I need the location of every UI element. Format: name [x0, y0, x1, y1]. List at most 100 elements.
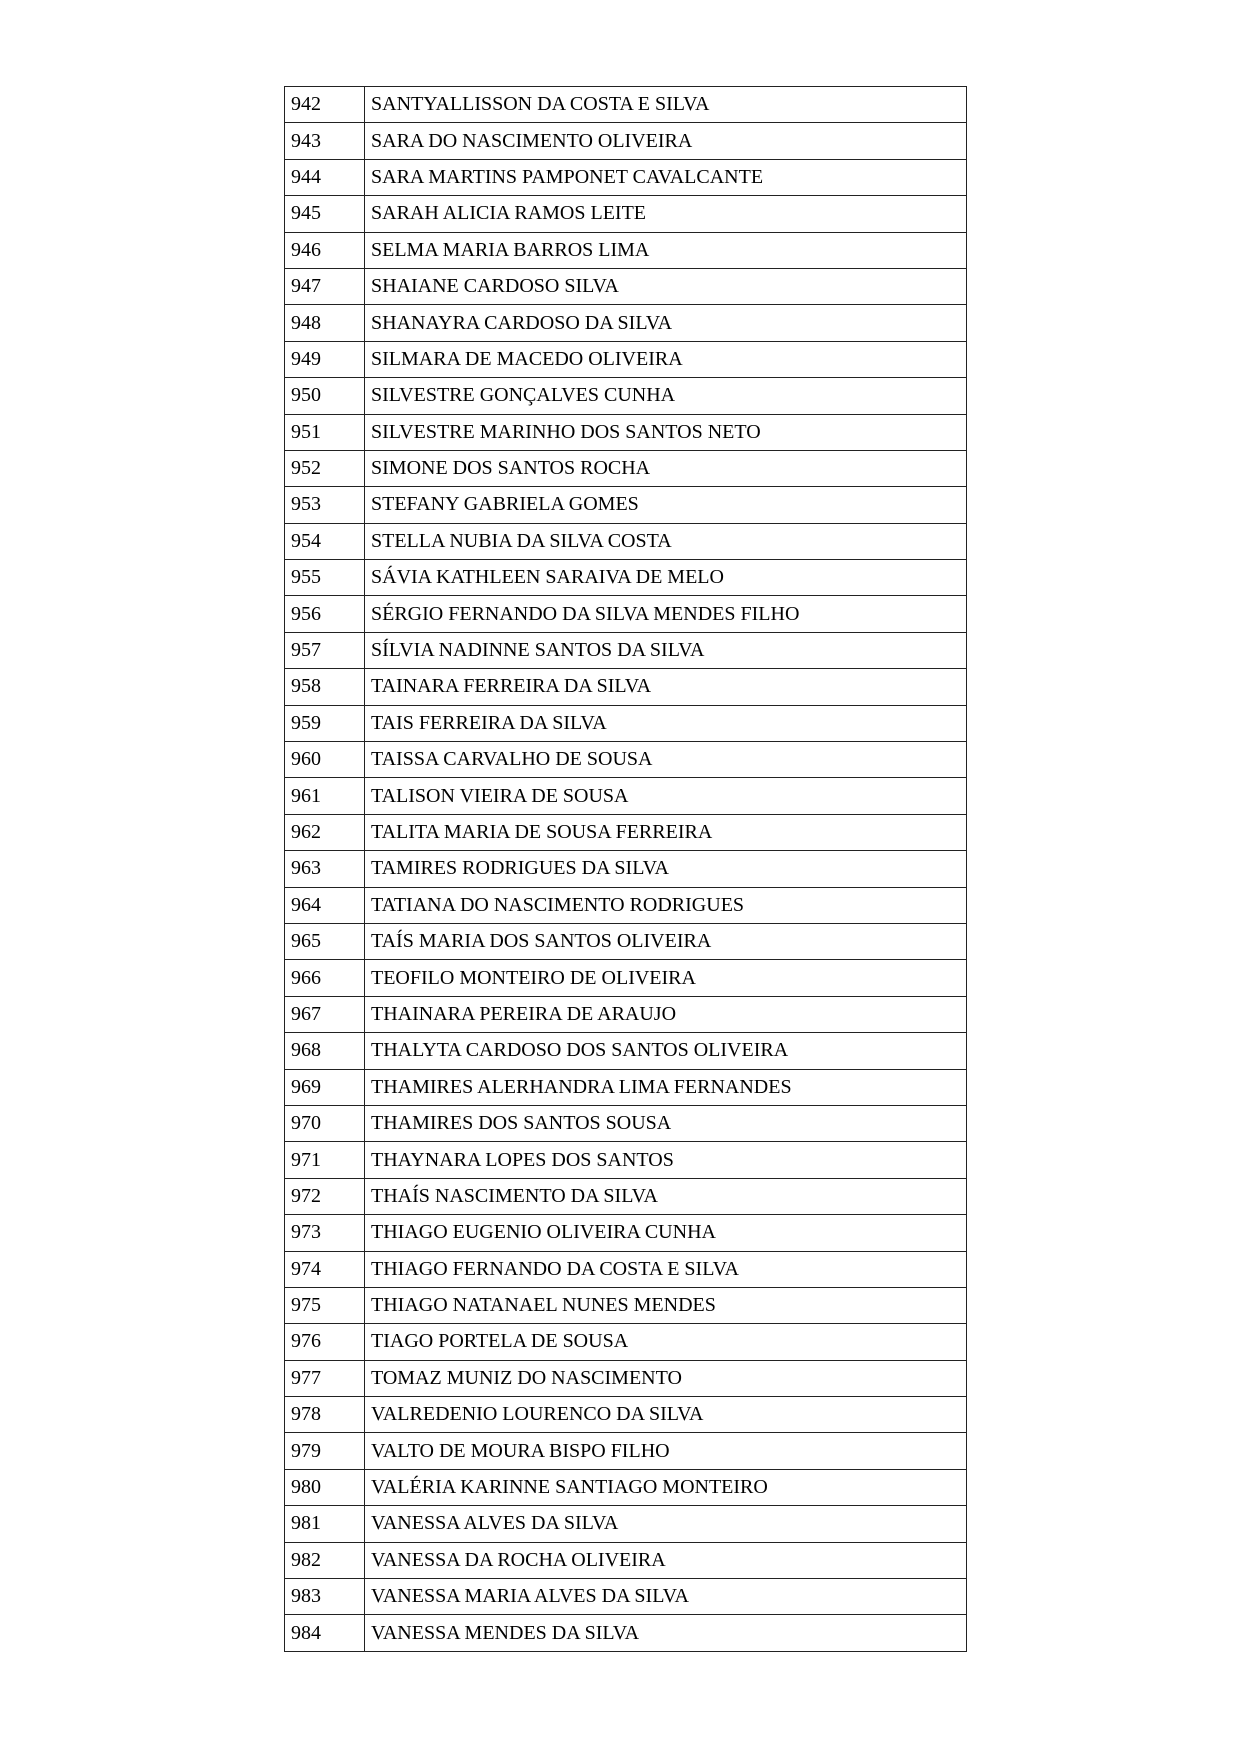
row-number: 978	[284, 1396, 365, 1434]
table-row: 975 THIAGO NATANAEL NUNES MENDES	[284, 1286, 967, 1325]
table-row: 958 TAINARA FERREIRA DA SILVA	[284, 668, 967, 706]
row-number: 954	[284, 522, 365, 561]
table-row: 947 SHAIANE CARDOSO SILVA	[284, 267, 967, 306]
table-row: 960 TAISSA CARVALHO DE SOUSA	[284, 741, 967, 779]
table-row: 951 SILVESTRE MARINHO DOS SANTOS NETO	[284, 413, 967, 451]
row-number: 979	[284, 1432, 365, 1470]
table-row: 948 SHANAYRA CARDOSO DA SILVA	[284, 304, 967, 342]
row-name: THAMIRES DOS SANTOS SOUSA	[364, 1104, 967, 1143]
row-name: SARA MARTINS PAMPONET CAVALCANTE	[364, 158, 967, 197]
table-row: 954 STELLA NUBIA DA SILVA COSTA	[284, 522, 967, 561]
row-number: 942	[284, 85, 365, 124]
row-name: THALYTA CARDOSO DOS SANTOS OLIVEIRA	[364, 1032, 967, 1070]
table-row: 945 SARAH ALICIA RAMOS LEITE	[284, 195, 967, 233]
row-number: 968	[284, 1032, 365, 1070]
row-name: TAÍS MARIA DOS SANTOS OLIVEIRA	[364, 922, 967, 961]
row-number: 957	[284, 631, 365, 670]
row-number: 948	[284, 304, 365, 342]
row-number: 982	[284, 1541, 365, 1580]
row-number: 983	[284, 1578, 365, 1616]
row-number: 961	[284, 777, 365, 815]
row-name: VANESSA MENDES DA SILVA	[364, 1614, 967, 1652]
row-number: 969	[284, 1068, 365, 1106]
row-number: 943	[284, 122, 365, 160]
row-number: 971	[284, 1141, 365, 1179]
table-row: 943 SARA DO NASCIMENTO OLIVEIRA	[284, 122, 967, 160]
row-number: 976	[284, 1323, 365, 1361]
row-name: TAMIRES RODRIGUES DA SILVA	[364, 850, 967, 888]
row-number: 963	[284, 850, 365, 888]
row-name: VALREDENIO LOURENCO DA SILVA	[364, 1396, 967, 1434]
row-name: VANESSA DA ROCHA OLIVEIRA	[364, 1541, 967, 1580]
row-number: 960	[284, 741, 365, 779]
row-number: 974	[284, 1250, 365, 1288]
row-name: SIMONE DOS SANTOS ROCHA	[364, 449, 967, 488]
table-row: 965 TAÍS MARIA DOS SANTOS OLIVEIRA	[284, 922, 967, 961]
row-number: 956	[284, 595, 365, 633]
table-row: 984 VANESSA MENDES DA SILVA	[284, 1614, 967, 1652]
row-name: THIAGO FERNANDO DA COSTA E SILVA	[364, 1250, 967, 1288]
row-number: 972	[284, 1177, 365, 1216]
table-row: 961 TALISON VIEIRA DE SOUSA	[284, 777, 967, 815]
row-number: 949	[284, 340, 365, 379]
row-name: TIAGO PORTELA DE SOUSA	[364, 1323, 967, 1361]
table-row: 949 SILMARA DE MACEDO OLIVEIRA	[284, 340, 967, 379]
row-number: 944	[284, 158, 365, 197]
row-name: SHAIANE CARDOSO SILVA	[364, 267, 967, 306]
row-number: 970	[284, 1104, 365, 1143]
table-row: 944 SARA MARTINS PAMPONET CAVALCANTE	[284, 158, 967, 197]
table-row: 982 VANESSA DA ROCHA OLIVEIRA	[284, 1541, 967, 1580]
names-table-body: 942 SANTYALLISSON DA COSTA E SILVA 943 SARA…	[284, 85, 967, 1652]
row-name: VALÉRIA KARINNE SANTIAGO MONTEIRO	[364, 1468, 967, 1507]
row-name: SARAH ALICIA RAMOS LEITE	[364, 195, 967, 233]
row-number: 959	[284, 704, 365, 743]
table-row: 967 THAINARA PEREIRA DE ARAUJO	[284, 995, 967, 1034]
table-row: 970 THAMIRES DOS SANTOS SOUSA	[284, 1104, 967, 1143]
table-row: 966 TEOFILO MONTEIRO DE OLIVEIRA	[284, 959, 967, 997]
row-number: 952	[284, 449, 365, 488]
row-number: 955	[284, 559, 365, 597]
row-number: 945	[284, 195, 365, 233]
row-number: 962	[284, 813, 365, 852]
row-name: VANESSA MARIA ALVES DA SILVA	[364, 1578, 967, 1616]
table-row: 952 SIMONE DOS SANTOS ROCHA	[284, 449, 967, 488]
table-row: 969 THAMIRES ALERHANDRA LIMA FERNANDES	[284, 1068, 967, 1106]
row-name: THAÍS NASCIMENTO DA SILVA	[364, 1177, 967, 1216]
row-name: SILVESTRE GONÇALVES CUNHA	[364, 377, 967, 415]
row-number: 977	[284, 1359, 365, 1398]
row-number: 964	[284, 886, 365, 924]
row-name: SARA DO NASCIMENTO OLIVEIRA	[364, 122, 967, 160]
row-number: 946	[284, 231, 365, 269]
row-number: 958	[284, 668, 365, 706]
row-name: TALITA MARIA DE SOUSA FERREIRA	[364, 813, 967, 852]
row-number: 981	[284, 1505, 365, 1543]
row-name: THIAGO EUGENIO OLIVEIRA CUNHA	[364, 1214, 967, 1252]
table-row: 946 SELMA MARIA BARROS LIMA	[284, 231, 967, 269]
row-name: TATIANA DO NASCIMENTO RODRIGUES	[364, 886, 967, 924]
table-row: 978 VALREDENIO LOURENCO DA SILVA	[284, 1396, 967, 1434]
table-row: 955 SÁVIA KATHLEEN SARAIVA DE MELO	[284, 559, 967, 597]
row-number: 951	[284, 413, 365, 451]
table-row: 953 STEFANY GABRIELA GOMES	[284, 486, 967, 524]
table-row: 963 TAMIRES RODRIGUES DA SILVA	[284, 850, 967, 888]
row-name: THAINARA PEREIRA DE ARAUJO	[364, 995, 967, 1034]
row-name: TAIS FERREIRA DA SILVA	[364, 704, 967, 743]
row-number: 975	[284, 1286, 365, 1325]
table-row: 983 VANESSA MARIA ALVES DA SILVA	[284, 1578, 967, 1616]
row-name: STELLA NUBIA DA SILVA COSTA	[364, 522, 967, 561]
table-row: 964 TATIANA DO NASCIMENTO RODRIGUES	[284, 886, 967, 924]
row-name: TAINARA FERREIRA DA SILVA	[364, 668, 967, 706]
row-number: 950	[284, 377, 365, 415]
table-row: 977 TOMAZ MUNIZ DO NASCIMENTO	[284, 1359, 967, 1398]
table-row: 971 THAYNARA LOPES DOS SANTOS	[284, 1141, 967, 1179]
row-number: 965	[284, 922, 365, 961]
row-name: SÍLVIA NADINNE SANTOS DA SILVA	[364, 631, 967, 670]
row-name: SILVESTRE MARINHO DOS SANTOS NETO	[364, 413, 967, 451]
row-name: SÁVIA KATHLEEN SARAIVA DE MELO	[364, 559, 967, 597]
row-number: 953	[284, 486, 365, 524]
table-row: 980 VALÉRIA KARINNE SANTIAGO MONTEIRO	[284, 1468, 967, 1507]
table-row: 950 SILVESTRE GONÇALVES CUNHA	[284, 377, 967, 415]
row-number: 973	[284, 1214, 365, 1252]
table-row: 942 SANTYALLISSON DA COSTA E SILVA	[284, 85, 967, 124]
table-row: 968 THALYTA CARDOSO DOS SANTOS OLIVEIRA	[284, 1032, 967, 1070]
